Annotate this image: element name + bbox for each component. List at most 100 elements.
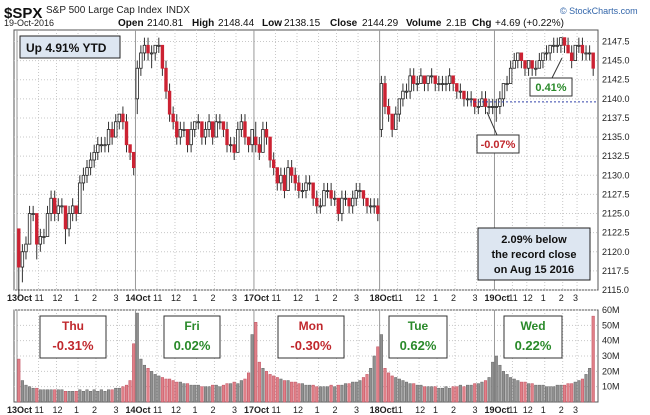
volume-bar bbox=[419, 384, 423, 403]
candle-body bbox=[210, 121, 215, 138]
volume-bar bbox=[487, 377, 491, 403]
x-tick-label: 2 bbox=[333, 293, 338, 303]
candle-body bbox=[530, 60, 534, 69]
volume-bar bbox=[247, 372, 251, 403]
volume-bar bbox=[157, 375, 161, 403]
low-callout-box bbox=[476, 134, 520, 154]
chg-value: +4.69 (+0.22%) bbox=[495, 18, 564, 29]
volume-bar bbox=[365, 374, 369, 403]
candle-body bbox=[74, 205, 78, 214]
volume-bar bbox=[412, 383, 416, 403]
candle-body bbox=[286, 167, 290, 191]
volume-bar bbox=[369, 368, 373, 403]
price-tick-label: 2117.5 bbox=[602, 266, 629, 276]
volume-bar bbox=[530, 383, 534, 403]
x-tick-label: 3 bbox=[473, 293, 478, 303]
candle-body bbox=[487, 106, 491, 108]
volume-bar bbox=[221, 384, 225, 403]
low-callout-text: -0.07% bbox=[481, 139, 516, 151]
candle-body bbox=[297, 182, 301, 191]
candle-body bbox=[38, 236, 43, 245]
candle-body bbox=[203, 129, 208, 138]
volume-bar bbox=[153, 374, 157, 403]
volume-bar bbox=[466, 384, 470, 403]
candle-body bbox=[437, 83, 441, 85]
candle-body bbox=[17, 228, 21, 268]
candle-body bbox=[555, 44, 559, 47]
candle-body bbox=[56, 205, 60, 214]
volume-bar bbox=[433, 386, 437, 403]
x-tick-label: 19Oct bbox=[484, 293, 509, 303]
x-tick-label: 12 bbox=[171, 293, 181, 303]
volume-bar bbox=[110, 389, 114, 403]
volume-bar bbox=[415, 384, 419, 403]
candle-body bbox=[131, 151, 136, 169]
candle-body bbox=[429, 75, 434, 78]
day-pct-wed: 0.22% bbox=[515, 338, 552, 353]
x-tick-label: 1 bbox=[541, 293, 546, 303]
volume-bar bbox=[232, 381, 236, 403]
day-pct-fri: 0.02% bbox=[174, 338, 211, 353]
candle-body bbox=[426, 75, 430, 84]
candle-body bbox=[577, 44, 581, 47]
candle-body bbox=[354, 190, 358, 199]
candle-body bbox=[512, 60, 516, 69]
candle-body bbox=[476, 106, 481, 108]
candle-body bbox=[562, 37, 567, 46]
volume-bar bbox=[519, 381, 523, 403]
candle-body bbox=[196, 121, 200, 124]
x-tick-label: 2 bbox=[559, 293, 564, 303]
high-callout-box bbox=[529, 77, 573, 97]
volume-bar bbox=[203, 386, 208, 403]
volume-bar bbox=[239, 380, 243, 403]
candle-body bbox=[63, 205, 68, 230]
x-tick-label: 12 bbox=[171, 405, 181, 415]
candle-body bbox=[257, 144, 262, 153]
volume-bar bbox=[286, 380, 290, 403]
volume-bar bbox=[476, 383, 480, 403]
candle-body bbox=[526, 60, 531, 69]
x-tick-label: 12 bbox=[415, 293, 425, 303]
x-tick-label: 1 bbox=[541, 405, 546, 415]
candle-body bbox=[469, 98, 473, 101]
day-label-thu: Thu bbox=[62, 319, 84, 333]
x-tick-label: 12 bbox=[523, 293, 533, 303]
volume-bar bbox=[548, 386, 552, 403]
candle-body bbox=[189, 129, 193, 146]
high-value: 2148.44 bbox=[218, 18, 255, 29]
candle-body bbox=[88, 159, 93, 169]
candle-body bbox=[559, 37, 563, 46]
day-box-thu: Thu -0.31% bbox=[39, 315, 107, 359]
price-tick-label: 2125.0 bbox=[602, 209, 630, 219]
volume-bar bbox=[56, 389, 60, 403]
record-line-1: 2.09% below bbox=[501, 234, 567, 246]
candle-body bbox=[60, 205, 64, 208]
volume-bar bbox=[85, 389, 89, 403]
x-tick-label: 1 bbox=[433, 405, 438, 415]
volume-bar bbox=[440, 387, 444, 403]
x-tick-label: 3 bbox=[573, 293, 578, 303]
candle-body bbox=[573, 44, 577, 61]
candle-body bbox=[103, 144, 107, 147]
candle-body bbox=[232, 144, 236, 153]
candle-body bbox=[343, 197, 348, 200]
candle-body bbox=[207, 121, 211, 130]
volume-bar bbox=[318, 386, 322, 403]
x-tick-label: 11 bbox=[153, 405, 162, 415]
volume-bar bbox=[78, 389, 82, 403]
volume-bar bbox=[261, 368, 265, 403]
x-tick-label: 3 bbox=[114, 293, 119, 303]
day-label-tue: Tue bbox=[408, 319, 429, 333]
candle-body bbox=[164, 67, 168, 92]
candle-body bbox=[494, 106, 498, 108]
candle-body bbox=[214, 121, 218, 138]
x-tick-label: 1 bbox=[433, 293, 438, 303]
volume-bar bbox=[329, 384, 333, 403]
x-tick-label: 1 bbox=[74, 405, 79, 415]
candle-body bbox=[271, 159, 276, 169]
x-tick-label: 11 bbox=[508, 405, 517, 415]
candle-body bbox=[376, 205, 380, 214]
volume-bar bbox=[146, 368, 150, 403]
volume-bar bbox=[509, 377, 513, 403]
volume-bar bbox=[99, 389, 103, 403]
